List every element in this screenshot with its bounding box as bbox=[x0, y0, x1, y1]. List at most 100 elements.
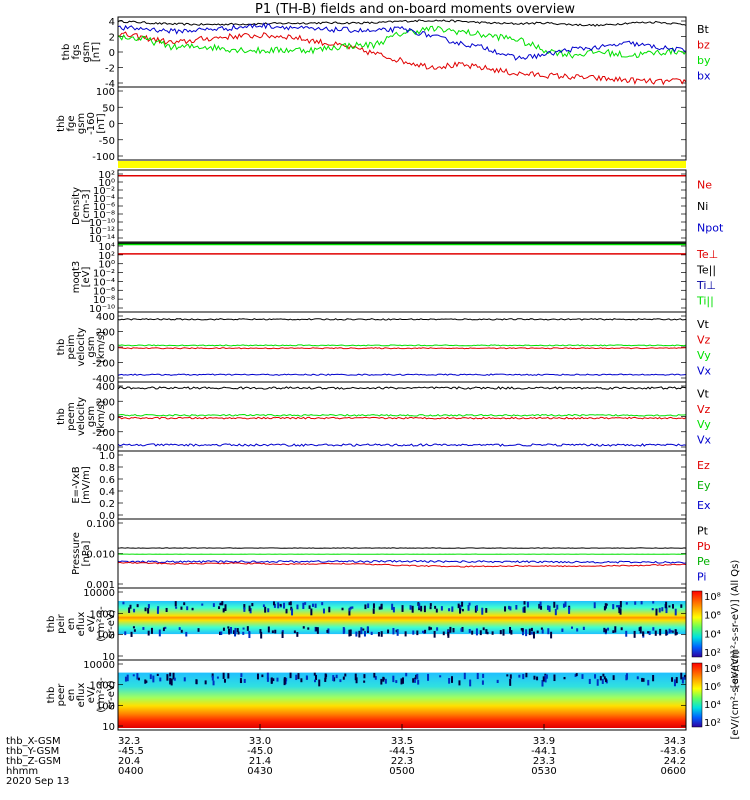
spectrogram-noise bbox=[180, 606, 183, 610]
spectrogram-noise bbox=[183, 677, 186, 682]
panel-7: E=-VxB [mV/m] 1.00.80.60.40.20.0 Ez Ey Ex bbox=[71, 450, 711, 522]
spectrogram-noise bbox=[479, 630, 482, 636]
spectrogram-noise bbox=[532, 631, 535, 639]
spectrogram-noise bbox=[162, 627, 165, 632]
spectrogram-noise bbox=[486, 631, 489, 635]
y-tick-label: -400 bbox=[92, 374, 115, 385]
colorbar-tick-label: 10⁴ bbox=[704, 700, 721, 711]
spectrogram-noise bbox=[315, 674, 318, 681]
spectrogram-noise bbox=[683, 675, 686, 680]
spectrogram-noise bbox=[604, 629, 607, 633]
spectrogram-noise bbox=[652, 674, 655, 682]
spectrogram-noise bbox=[165, 607, 168, 613]
series-line bbox=[117, 559, 687, 564]
spectrogram-noise bbox=[468, 602, 471, 606]
spectrogram-noise bbox=[262, 604, 265, 608]
y-tick-label: 10⁰ bbox=[98, 178, 115, 189]
y-tick-label: -400 bbox=[92, 443, 115, 454]
spectrogram-noise bbox=[132, 674, 135, 677]
spectrogram-noise bbox=[156, 608, 159, 614]
spectrogram-noise bbox=[459, 604, 462, 611]
series-line bbox=[117, 318, 687, 321]
y-axis-label-line: thb bbox=[56, 339, 67, 356]
spectrogram-noise bbox=[277, 602, 280, 609]
spectrogram-noise bbox=[684, 674, 687, 678]
legend-label: Te⊥ bbox=[696, 248, 718, 261]
y-axis-label-line: eV/ bbox=[86, 615, 97, 632]
spectrogram-noise bbox=[150, 627, 153, 634]
spectrogram-noise bbox=[648, 631, 651, 636]
x-axis-row-label: hhmm bbox=[6, 766, 38, 777]
colorbar-tick-label: 10⁶ bbox=[704, 611, 721, 622]
y-axis-label: E=-VxB [mV/m] bbox=[71, 466, 92, 504]
spectrogram-noise bbox=[315, 627, 318, 632]
spectrogram-noise bbox=[212, 603, 215, 607]
x-axis-row-label: thb_X-GSM bbox=[6, 736, 61, 747]
spectrogram-noise bbox=[251, 603, 254, 607]
spectrogram-noise bbox=[227, 626, 230, 629]
spectrogram-noise bbox=[416, 673, 419, 680]
y-axis-label-line: Density bbox=[71, 187, 82, 225]
spectrogram-noise bbox=[563, 676, 566, 680]
spectrogram-noise bbox=[124, 676, 127, 682]
spectrogram-noise bbox=[458, 680, 461, 686]
legend-label: Vy bbox=[697, 418, 711, 431]
spectrogram-noise bbox=[392, 675, 395, 683]
spectrogram-noise bbox=[575, 673, 578, 677]
spectrogram-noise bbox=[424, 629, 427, 634]
spectrogram-noise bbox=[405, 672, 408, 677]
y-axis-label: thb peem velocity gsm [km/s] bbox=[56, 397, 107, 436]
spectrogram-noise bbox=[496, 679, 499, 684]
spectrogram-noise bbox=[447, 630, 450, 638]
spectrogram-noise bbox=[596, 679, 599, 686]
y-axis-label-line: (cm²-s- bbox=[96, 677, 107, 713]
spectrogram-noise bbox=[169, 677, 172, 685]
spectrogram-noise bbox=[152, 675, 155, 683]
x-axis-value: 34.3 bbox=[664, 736, 686, 747]
spectrogram-noise bbox=[266, 677, 269, 682]
y-axis-label-line: [cm-3] bbox=[81, 189, 92, 222]
spectrogram-noise bbox=[671, 604, 674, 609]
spectrogram-noise bbox=[475, 628, 478, 636]
spectrogram-noise bbox=[283, 602, 286, 609]
spectrogram-noise bbox=[433, 630, 436, 638]
spectrogram-noise bbox=[342, 676, 345, 680]
spectrogram-noise bbox=[322, 608, 325, 614]
spectrogram-noise bbox=[197, 628, 200, 632]
y-tick-label: 200 bbox=[96, 397, 115, 408]
spectrogram-noise bbox=[304, 602, 307, 605]
y-axis-label-line: [km/s] bbox=[96, 400, 107, 432]
series-line bbox=[117, 344, 687, 347]
spectrogram-noise bbox=[562, 603, 565, 608]
spectrogram-noise bbox=[485, 629, 488, 634]
spectrogram-noise bbox=[652, 627, 655, 631]
spectrogram-noise bbox=[655, 608, 658, 616]
spectrogram-noise bbox=[324, 677, 327, 682]
y-axis-label-line: peir bbox=[56, 613, 67, 633]
y-tick-label: 10 bbox=[102, 652, 115, 663]
y-tick-label: 10⁴ bbox=[98, 242, 115, 253]
y-axis-label-line: en bbox=[66, 618, 77, 631]
legend-label: Ti|| bbox=[696, 294, 714, 307]
y-axis-label-line: gsm bbox=[81, 41, 92, 62]
spectrogram-noise bbox=[133, 608, 136, 613]
spectrogram-noise bbox=[349, 629, 352, 636]
spectrogram-noise bbox=[328, 606, 331, 613]
y-axis-label: moqt3 [eV] bbox=[71, 261, 92, 294]
colorbar-tick-label: 10⁸ bbox=[704, 592, 721, 603]
spectrogram-noise bbox=[300, 678, 303, 683]
spectrogram-noise bbox=[420, 605, 423, 612]
spectrogram-noise bbox=[363, 680, 366, 683]
spectrogram-noise bbox=[237, 631, 240, 635]
spectrogram-noise bbox=[634, 601, 637, 605]
y-tick-label: 400 bbox=[96, 382, 115, 393]
spectrogram-noise bbox=[242, 631, 245, 635]
spectrogram-noise bbox=[435, 608, 438, 613]
spectrogram-noise bbox=[670, 630, 673, 633]
spectrogram-noise bbox=[612, 604, 615, 610]
series-line bbox=[117, 25, 687, 59]
spectrogram-noise bbox=[293, 630, 296, 634]
spectrogram-noise bbox=[588, 678, 591, 684]
spectrogram-noise bbox=[447, 629, 450, 632]
y-axis-label-line: gsm bbox=[76, 113, 87, 134]
